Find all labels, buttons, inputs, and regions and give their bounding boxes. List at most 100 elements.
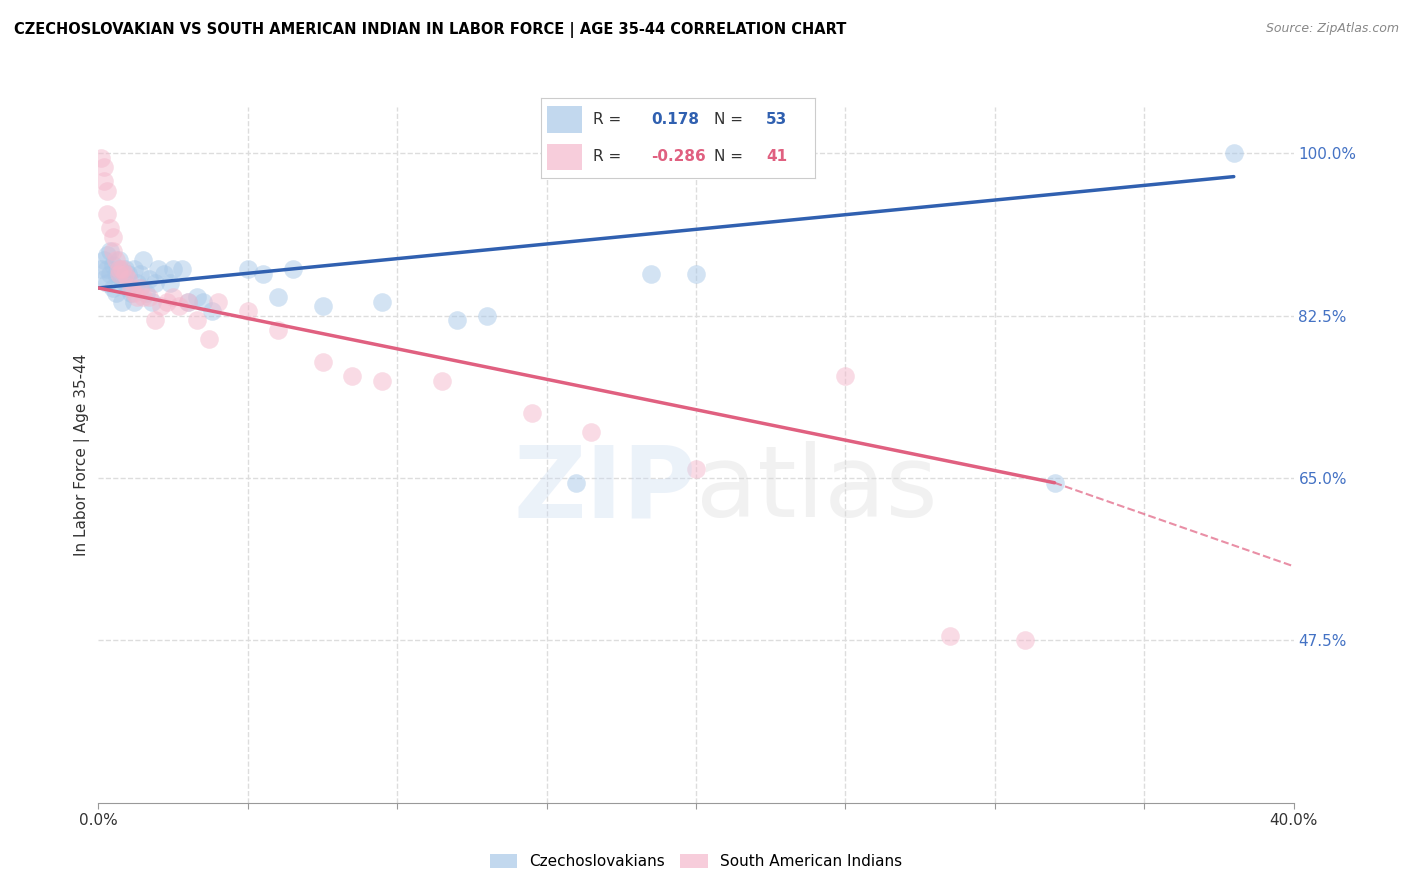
Point bbox=[132, 290, 155, 304]
Point bbox=[90, 262, 112, 277]
Point bbox=[96, 248, 118, 262]
Point bbox=[105, 267, 128, 281]
Point bbox=[117, 271, 139, 285]
Text: R =: R = bbox=[593, 149, 621, 164]
Point bbox=[138, 271, 160, 285]
Point bbox=[446, 313, 468, 327]
Point bbox=[640, 267, 662, 281]
Point bbox=[105, 285, 128, 300]
Point bbox=[120, 281, 142, 295]
Point bbox=[177, 294, 200, 309]
Point bbox=[129, 281, 152, 295]
Point bbox=[143, 313, 166, 327]
Text: Source: ZipAtlas.com: Source: ZipAtlas.com bbox=[1265, 22, 1399, 36]
Point bbox=[236, 304, 259, 318]
Text: R =: R = bbox=[593, 112, 621, 128]
Point bbox=[93, 174, 115, 188]
Point bbox=[311, 300, 333, 314]
Point bbox=[267, 290, 290, 304]
Point bbox=[1043, 475, 1066, 490]
Point bbox=[129, 267, 152, 281]
Point bbox=[191, 294, 214, 309]
Point bbox=[342, 369, 364, 384]
Text: N =: N = bbox=[714, 112, 742, 128]
Point bbox=[148, 262, 170, 277]
Point bbox=[685, 462, 707, 476]
Point bbox=[939, 629, 962, 643]
Point bbox=[129, 281, 152, 295]
Point bbox=[430, 374, 453, 388]
Point bbox=[111, 262, 134, 277]
Point bbox=[311, 355, 333, 369]
Point bbox=[105, 253, 128, 268]
Point bbox=[90, 151, 112, 165]
Point bbox=[108, 253, 131, 268]
Point bbox=[177, 294, 200, 309]
Point bbox=[186, 313, 208, 327]
Point bbox=[93, 271, 115, 285]
Point bbox=[141, 294, 163, 309]
Text: 0.178: 0.178 bbox=[651, 112, 699, 128]
Point bbox=[117, 281, 139, 295]
Text: 41: 41 bbox=[766, 149, 787, 164]
Point bbox=[236, 262, 259, 277]
Point bbox=[100, 267, 122, 281]
Point bbox=[581, 425, 603, 439]
Point bbox=[172, 262, 194, 277]
Point bbox=[114, 262, 136, 277]
Point bbox=[103, 258, 125, 272]
Point bbox=[111, 294, 134, 309]
Text: atlas: atlas bbox=[696, 442, 938, 538]
Point bbox=[138, 290, 160, 304]
Point bbox=[371, 294, 394, 309]
Bar bbox=[547, 144, 582, 170]
Text: -0.286: -0.286 bbox=[651, 149, 706, 164]
Point bbox=[108, 262, 131, 277]
Point bbox=[143, 277, 166, 291]
Point bbox=[127, 277, 149, 291]
Point bbox=[153, 267, 176, 281]
Point bbox=[93, 253, 115, 268]
Point bbox=[103, 281, 125, 295]
Legend: Czechoslovakians, South American Indians: Czechoslovakians, South American Indians bbox=[484, 848, 908, 875]
Point bbox=[162, 290, 184, 304]
Point bbox=[520, 406, 543, 420]
Text: ZIP: ZIP bbox=[513, 442, 696, 538]
Text: N =: N = bbox=[714, 149, 742, 164]
Point bbox=[135, 285, 157, 300]
Point bbox=[124, 285, 146, 300]
Point bbox=[132, 253, 155, 268]
Point bbox=[252, 267, 274, 281]
Point bbox=[475, 309, 498, 323]
Text: 53: 53 bbox=[766, 112, 787, 128]
Point bbox=[100, 220, 122, 235]
Point bbox=[281, 262, 304, 277]
Point bbox=[96, 207, 118, 221]
Point bbox=[103, 230, 125, 244]
Point bbox=[1014, 633, 1036, 648]
Point bbox=[124, 294, 146, 309]
Point bbox=[117, 267, 139, 281]
Point bbox=[167, 300, 190, 314]
Point bbox=[114, 277, 136, 291]
Point bbox=[201, 304, 224, 318]
Point bbox=[127, 290, 149, 304]
Point bbox=[198, 332, 221, 346]
Point bbox=[834, 369, 856, 384]
Point bbox=[1223, 146, 1246, 161]
Point bbox=[111, 271, 134, 285]
Point bbox=[96, 277, 118, 291]
Point bbox=[103, 244, 125, 258]
Point bbox=[207, 294, 229, 309]
Point bbox=[120, 285, 142, 300]
Text: CZECHOSLOVAKIAN VS SOUTH AMERICAN INDIAN IN LABOR FORCE | AGE 35-44 CORRELATION : CZECHOSLOVAKIAN VS SOUTH AMERICAN INDIAN… bbox=[14, 22, 846, 38]
Point bbox=[186, 290, 208, 304]
Point bbox=[100, 244, 122, 258]
Point bbox=[371, 374, 394, 388]
Point bbox=[96, 184, 118, 198]
Point bbox=[162, 262, 184, 277]
Point bbox=[108, 262, 131, 277]
Point bbox=[124, 262, 146, 277]
Point bbox=[96, 262, 118, 277]
Point bbox=[93, 161, 115, 175]
